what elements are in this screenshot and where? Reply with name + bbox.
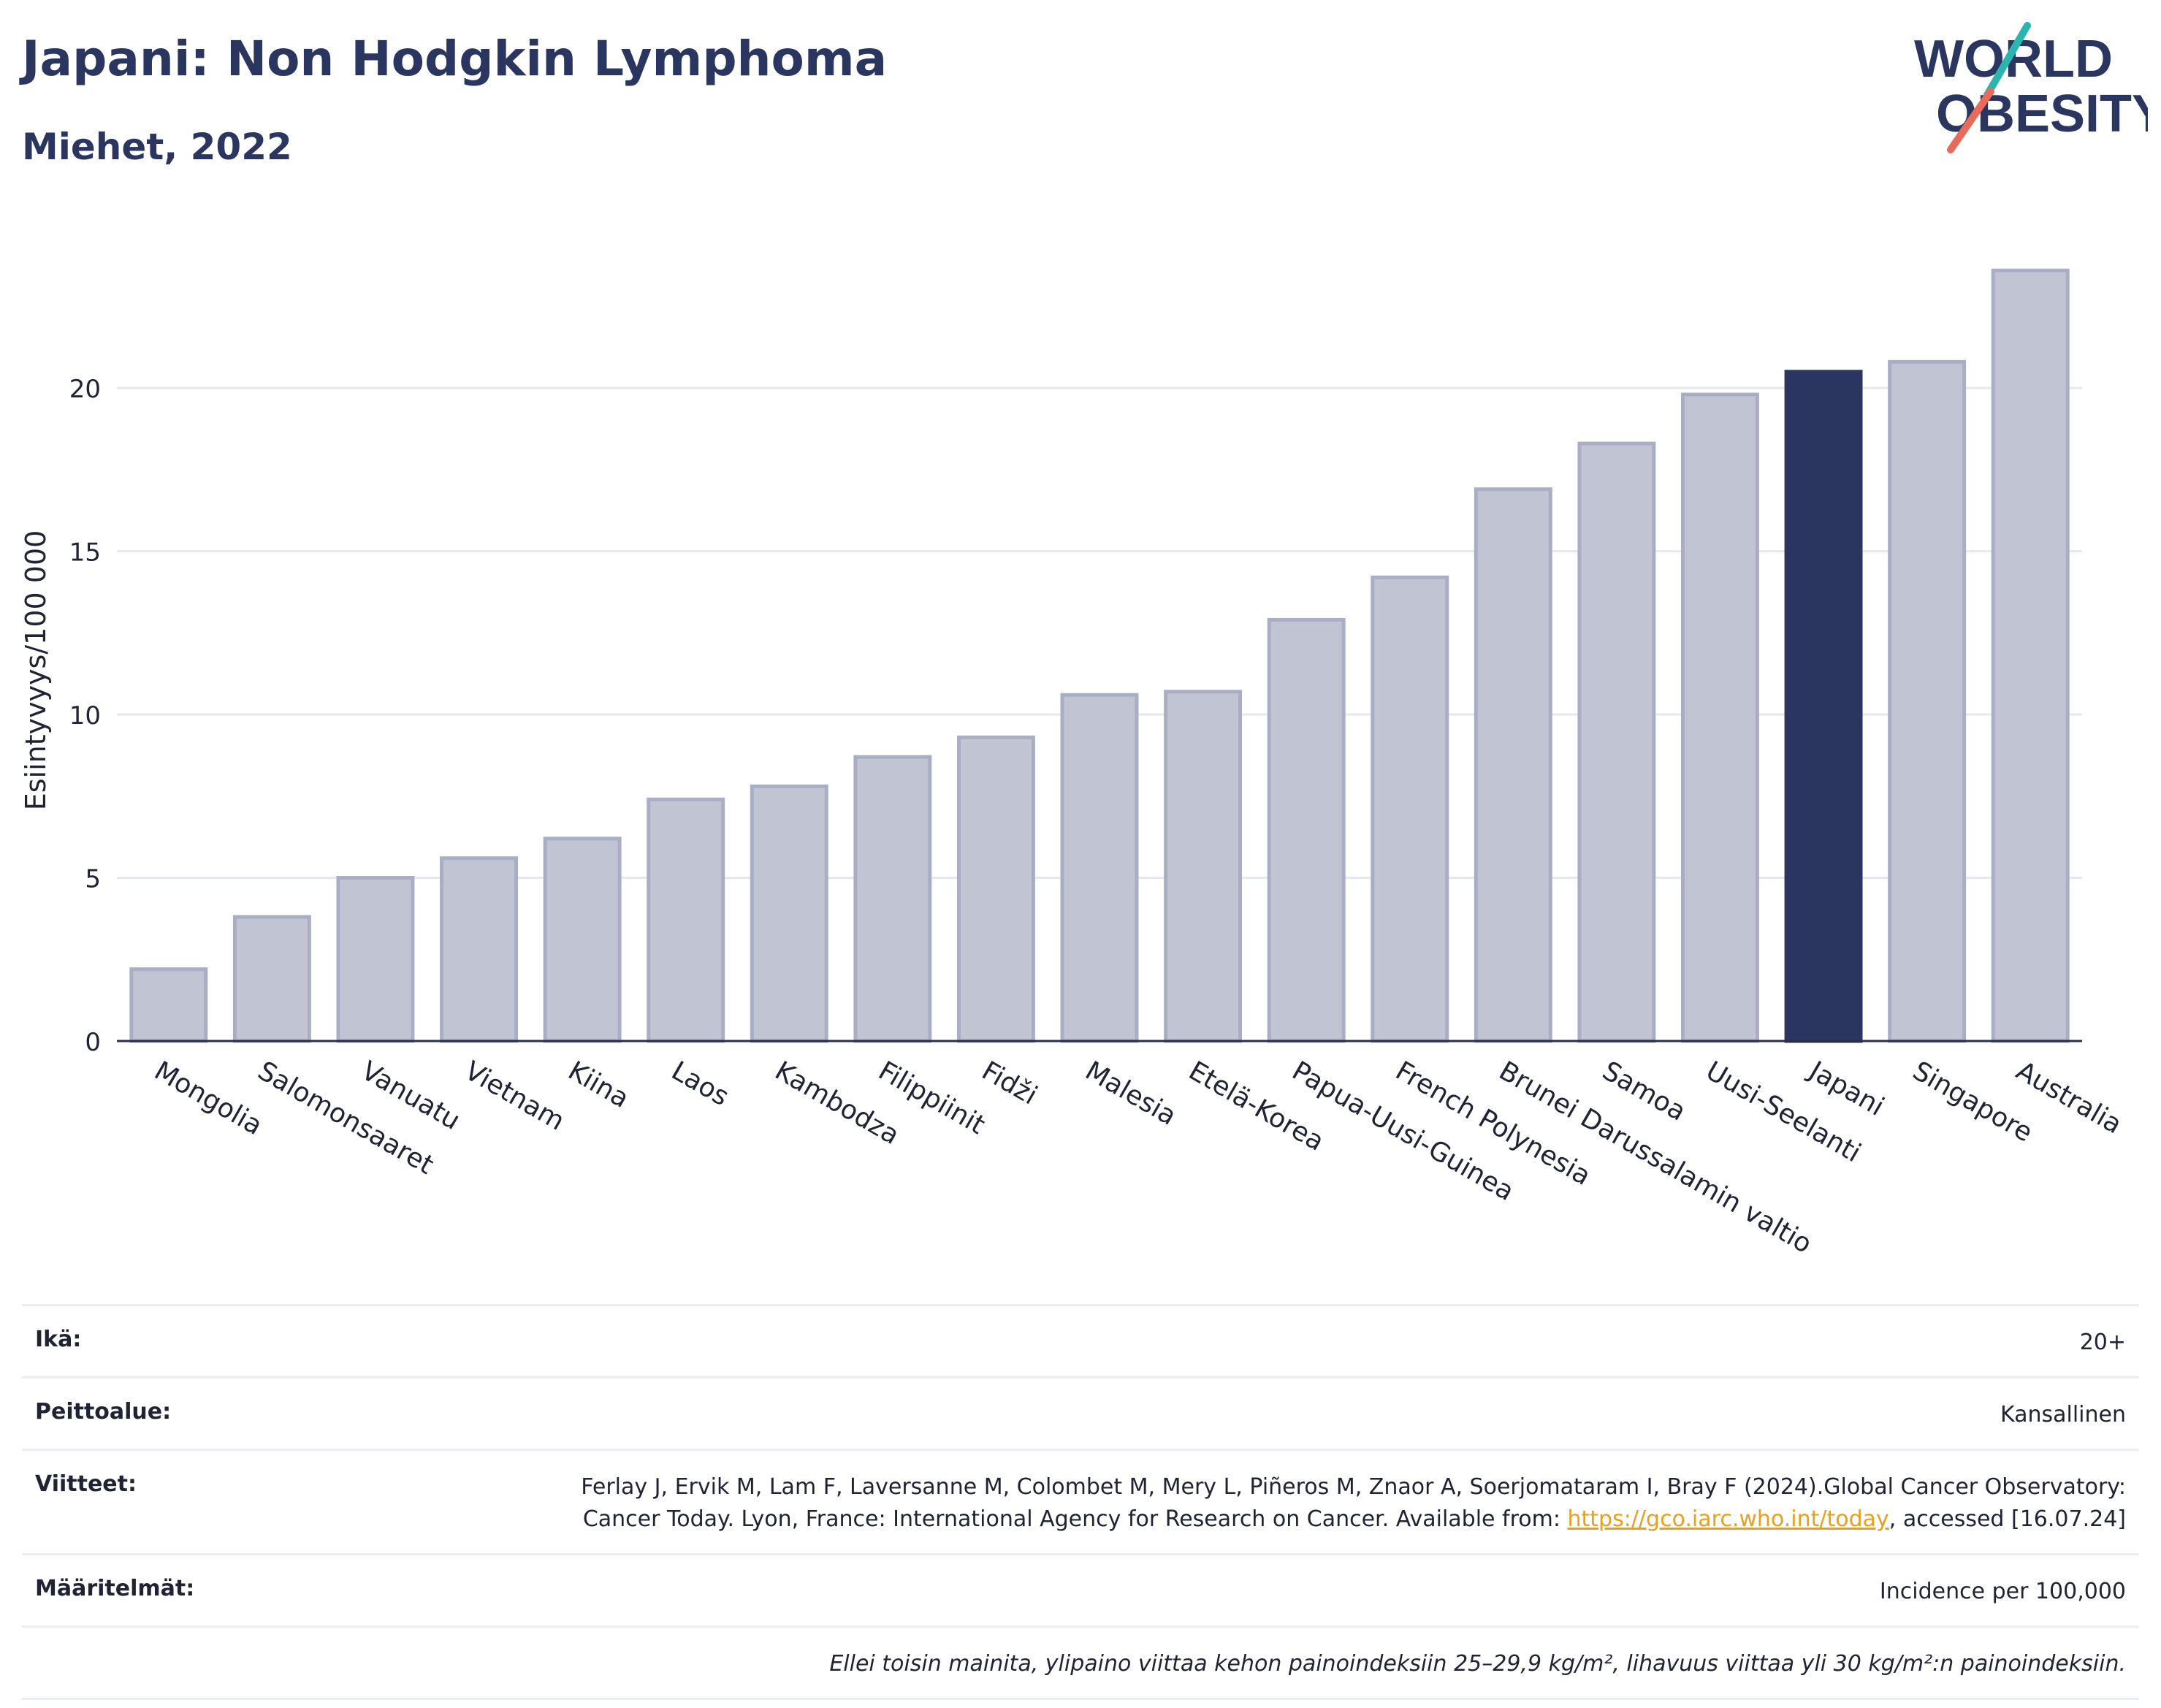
info-table: Ikä: 20+ Peittoalue: Kansallinen Viittee… bbox=[22, 1304, 2139, 1700]
references-text: Ferlay J, Ervik M, Lam F, Laversanne M, … bbox=[581, 1474, 2126, 1532]
bar-papua-uusi-guinea[interactable] bbox=[1267, 617, 1346, 1043]
bar-kambodza[interactable] bbox=[750, 784, 828, 1043]
y-tick-label: 0 bbox=[85, 1028, 101, 1057]
y-tick-label: 5 bbox=[85, 865, 101, 894]
x-tick-label: Fidži bbox=[977, 1056, 1043, 1110]
bar-laos[interactable] bbox=[647, 797, 725, 1043]
definitions-value: Incidence per 100,000 bbox=[1879, 1579, 2126, 1604]
world-obesity-logo: WORLD OBESITY bbox=[1914, 22, 2148, 153]
x-tick-labels: MongoliaSalomonsaaretVanuatuVietnamKiina… bbox=[149, 1055, 2127, 1257]
info-row-coverage: Peittoalue: Kansallinen bbox=[22, 1376, 2139, 1449]
bar-french-polynesia[interactable] bbox=[1371, 575, 1449, 1043]
bar-vietnam[interactable] bbox=[440, 856, 518, 1043]
y-tick-label: 10 bbox=[69, 701, 101, 731]
bar-etelä-korea[interactable] bbox=[1164, 690, 1243, 1043]
bar-australia[interactable] bbox=[1991, 268, 2070, 1043]
bar-uusi-seelanti[interactable] bbox=[1681, 392, 1759, 1043]
coverage-label: Peittoalue: bbox=[35, 1399, 172, 1425]
coverage-value: Kansallinen bbox=[2000, 1402, 2126, 1427]
x-tick-label: Japani bbox=[1803, 1055, 1889, 1122]
info-row-definitions: Määritelmät: Incidence per 100,000 bbox=[22, 1553, 2139, 1625]
age-value: 20+ bbox=[2079, 1330, 2126, 1355]
logo-line1: WORLD bbox=[1914, 30, 2113, 88]
y-axis-label: Esiintyvyys/100 000 bbox=[20, 530, 52, 811]
footnote: Ellei toisin mainita, ylipaino viittaa k… bbox=[829, 1651, 2126, 1677]
references-value: Ferlay J, Ervik M, Lam F, Laversanne M, … bbox=[519, 1471, 2126, 1536]
page-title: Japani: Non Hodgkin Lymphoma bbox=[22, 31, 888, 87]
references-link[interactable]: https://gco.iarc.who.int/today bbox=[1567, 1506, 1889, 1532]
x-tick-label: Mongolia bbox=[149, 1056, 267, 1141]
bar-singapore[interactable] bbox=[1888, 359, 1967, 1043]
x-tick-label: Kiina bbox=[563, 1056, 634, 1114]
bar-kiina[interactable] bbox=[543, 836, 622, 1043]
bar-japani[interactable] bbox=[1784, 370, 1863, 1043]
x-tick-label: Laos bbox=[666, 1056, 733, 1112]
bar-salomonsaaret[interactable] bbox=[232, 915, 311, 1043]
bar-samoa[interactable] bbox=[1577, 441, 1656, 1043]
logo-slash-coral bbox=[1947, 88, 1994, 153]
bar-brunei-darussalamin-valtio[interactable] bbox=[1474, 487, 1552, 1043]
bar-malesia[interactable] bbox=[1060, 693, 1139, 1043]
bar-filippiinit[interactable] bbox=[853, 755, 932, 1043]
x-tick-label: Malesia bbox=[1080, 1056, 1181, 1132]
bar-mongolia[interactable] bbox=[129, 967, 208, 1043]
info-row-age: Ikä: 20+ bbox=[22, 1304, 2139, 1376]
bars bbox=[129, 268, 2070, 1043]
bar-fidži[interactable] bbox=[956, 735, 1035, 1043]
x-tick-label: Salomonsaaret bbox=[253, 1056, 438, 1181]
info-row-note: Ellei toisin mainita, ylipaino viittaa k… bbox=[22, 1625, 2139, 1700]
logo-slash-teal bbox=[1983, 22, 2031, 99]
definitions-label: Määritelmät: bbox=[35, 1576, 195, 1601]
y-tick-label: 20 bbox=[69, 375, 101, 404]
bar-vanuatu[interactable] bbox=[336, 876, 415, 1043]
references-accessed: , accessed [16.07.24] bbox=[1889, 1506, 2126, 1532]
page-subtitle: Miehet, 2022 bbox=[22, 126, 292, 168]
age-label: Ikä: bbox=[35, 1327, 82, 1352]
bar-chart: 0 5 10 15 20 MongoliaSalomonsaaretVanuatuVie… bbox=[20, 268, 2127, 1257]
y-tick-labels: 0 5 10 15 20 bbox=[69, 375, 101, 1057]
info-row-references: Viitteet: Ferlay J, Ervik M, Lam F, Lave… bbox=[22, 1449, 2139, 1553]
x-tick-label: Vietnam bbox=[460, 1056, 569, 1137]
y-tick-label: 15 bbox=[69, 538, 101, 568]
references-label: Viitteet: bbox=[35, 1471, 137, 1497]
